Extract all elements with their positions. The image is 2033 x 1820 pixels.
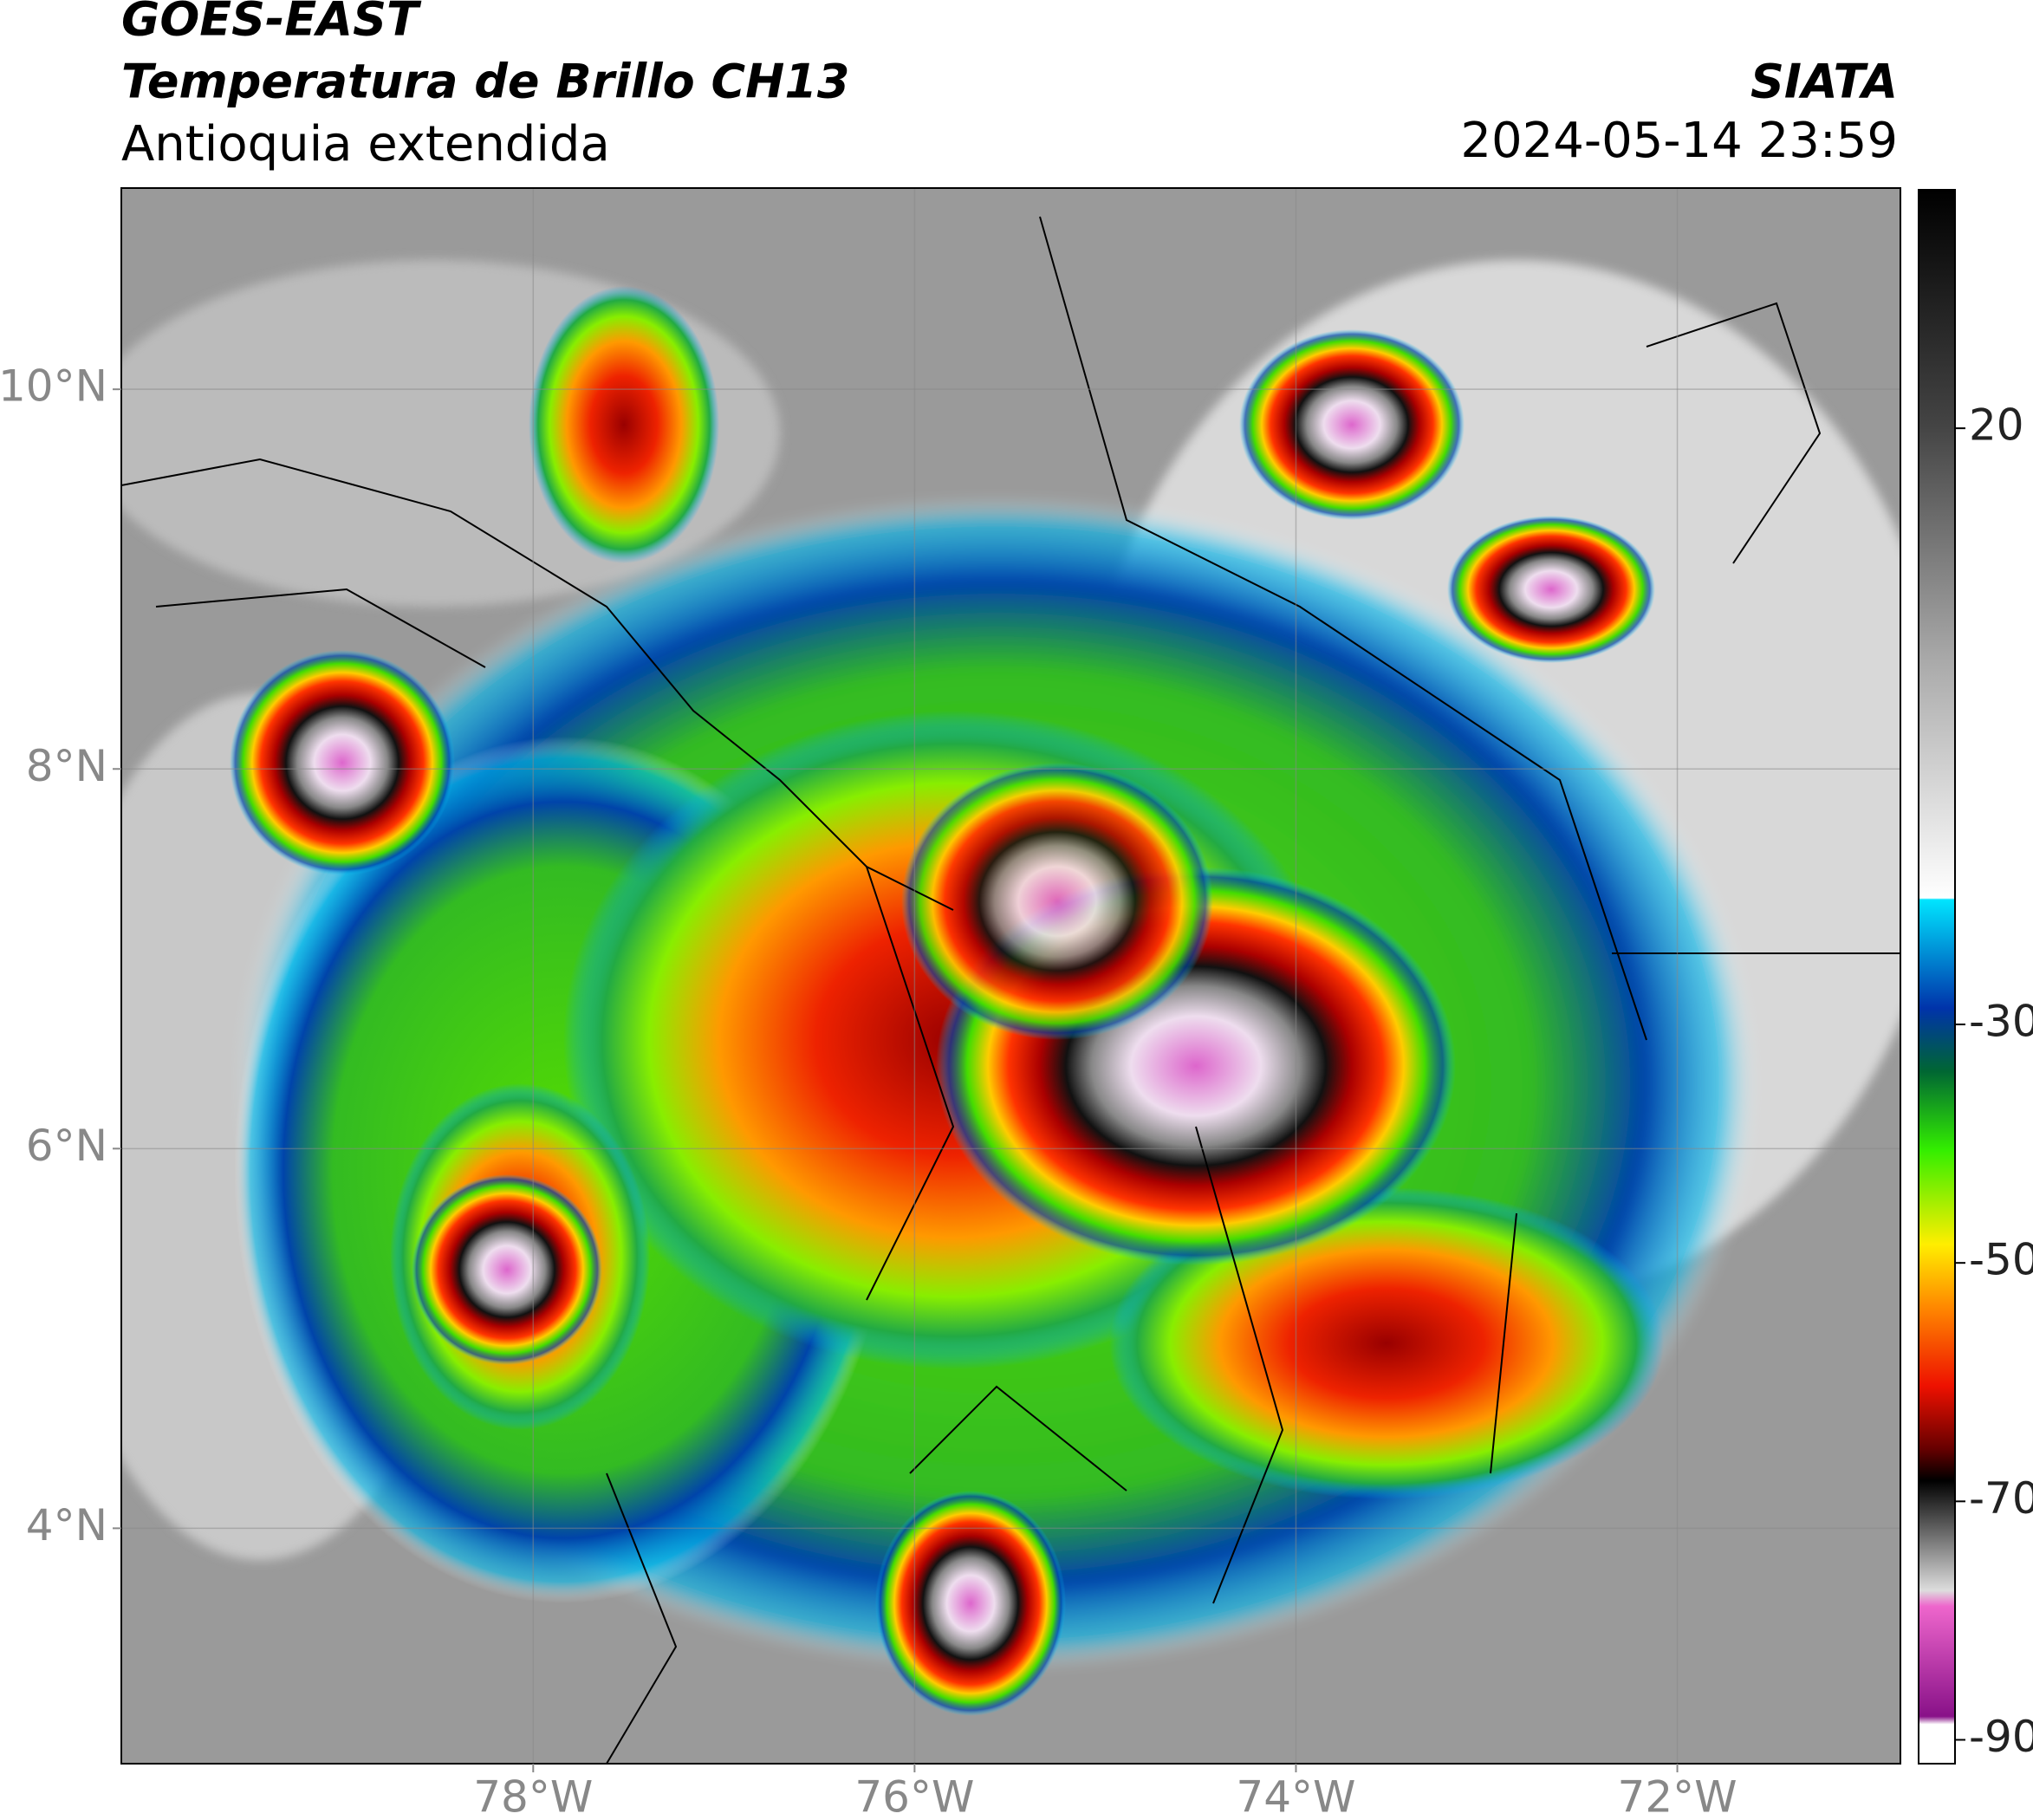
colorbar-tick-label: -50 [1969, 1235, 2033, 1285]
timestamp: 2024-05-14 23:59 [1460, 113, 1898, 169]
map-frame [120, 187, 1901, 1765]
subtitle: Temperatura de Brillo CH13 [121, 55, 850, 109]
y-tick-label: 4°N [26, 1500, 107, 1550]
source: SIATA [1750, 55, 1898, 109]
colorbar-tick-label: -70 [1969, 1473, 2033, 1524]
y-tick-label: 8°N [26, 741, 107, 791]
colorbar-tick-label: -90 [1969, 1712, 2033, 1762]
colorbar-tick-label: -30 [1969, 997, 2033, 1047]
x-tick-label: 72°W [1618, 1772, 1737, 1820]
title: GOES-EAST [121, 0, 422, 47]
satellite-image [121, 188, 1900, 1764]
grid [121, 188, 1900, 1764]
x-tick-label: 76°W [854, 1772, 974, 1820]
x-tick-label: 74°W [1236, 1772, 1355, 1820]
y-tick-label: 10°N [0, 361, 107, 412]
region: Antioquia extendida [121, 116, 610, 172]
y-tick-label: 6°N [26, 1121, 107, 1171]
x-tick-label: 78°W [473, 1772, 593, 1820]
colorbar [1918, 189, 1956, 1765]
colorbar-tick-label: 20 [1969, 400, 2024, 451]
